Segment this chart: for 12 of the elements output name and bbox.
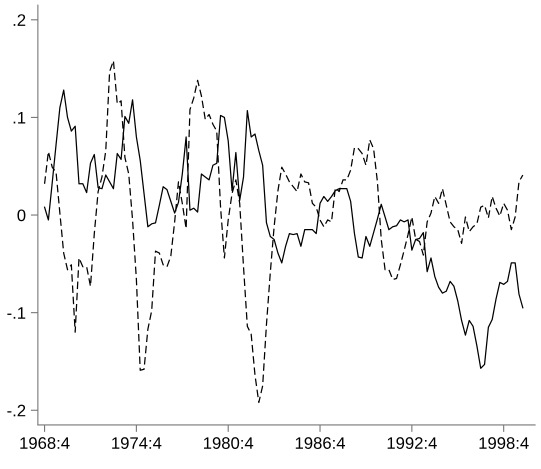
x-tick-label: 1974:4 <box>112 437 162 449</box>
y-tick-label: 0 <box>17 209 26 222</box>
x-tick-label: 1986:4 <box>296 437 346 449</box>
x-tick-label: 1992:4 <box>388 437 437 449</box>
line-series <box>44 60 524 404</box>
x-tick-label: 1980:4 <box>204 437 254 449</box>
y-tick-label: -.1 <box>7 307 26 319</box>
y-tick-label: .2 <box>14 14 26 26</box>
y-tick-label: -.2 <box>7 404 26 416</box>
x-tick-label: 1968:4 <box>20 437 70 449</box>
x-tick-label: 1998:4 <box>479 437 529 449</box>
y-tick-label: .1 <box>14 112 26 124</box>
